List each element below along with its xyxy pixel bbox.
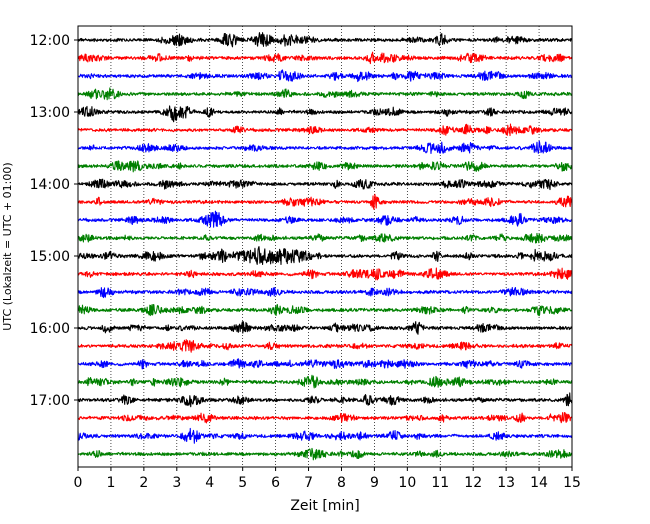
x-tick-label: 12 [464, 475, 482, 491]
seismic-trace-1215 [77, 51, 573, 65]
trace-layer [77, 32, 573, 461]
x-tick-label: 15 [563, 475, 581, 491]
seismic-trace-1545 [77, 303, 573, 317]
seismic-trace-1300 [77, 105, 573, 123]
y-tick-label: 17:00 [30, 393, 70, 409]
x-tick-label: 6 [271, 475, 280, 491]
seismic-trace-1315 [77, 123, 573, 137]
seismic-trace-1615 [77, 339, 573, 353]
seismic-trace-1430 [77, 210, 573, 228]
seismic-trace-1630 [77, 358, 573, 370]
seismic-trace-1400 [77, 178, 573, 191]
seismic-trace-1200 [77, 32, 573, 48]
x-tick-label: 5 [238, 475, 247, 491]
x-tick-label: 4 [205, 475, 214, 491]
y-tick-label: 13:00 [30, 105, 70, 121]
seismic-trace-1730 [77, 427, 573, 444]
seismic-trace-1715 [77, 411, 573, 424]
seismic-trace-1645 [77, 374, 573, 389]
seismic-trace-1700 [77, 392, 573, 408]
x-tick-label: 3 [172, 475, 181, 491]
x-tick-label: 2 [139, 475, 148, 491]
y-axis-label: UTC (Lokalzeit = UTC + 01:00) [1, 162, 14, 330]
x-tick-label: 10 [398, 475, 416, 491]
tick-layer: 0 1 2 3 4 5 6 7 8 9 10 11 12 13 14 1512:0013:0014:0015:… [30, 33, 581, 491]
seismic-trace-1445 [77, 232, 573, 244]
y-tick-label: 15:00 [30, 249, 70, 265]
seismic-trace-1230 [77, 69, 573, 83]
x-tick-label: 0 [74, 475, 83, 491]
seismic-trace-1745 [77, 447, 573, 461]
seismic-trace-1245 [77, 87, 573, 101]
seismic-trace-1600 [77, 321, 573, 335]
seismic-trace-1530 [77, 286, 573, 299]
y-tick-label: 16:00 [30, 321, 70, 337]
x-tick-label: 13 [497, 475, 515, 491]
seismic-trace-1345 [77, 160, 573, 173]
y-tick-label: 12:00 [30, 33, 70, 49]
seismic-trace-1515 [77, 267, 573, 281]
seismic-trace-1330 [77, 140, 573, 155]
y-tick-label: 14:00 [30, 177, 70, 193]
seismic-trace-1415 [77, 193, 573, 210]
x-tick-label: 1 [106, 475, 115, 491]
x-tick-label: 14 [530, 475, 548, 491]
seismic-trace-1500 [77, 246, 573, 266]
x-axis-label: Zeit [min] [290, 498, 359, 514]
x-tick-label: 11 [431, 475, 449, 491]
x-tick-label: 8 [337, 475, 346, 491]
x-tick-label: 7 [304, 475, 313, 491]
plot-frame [77, 25, 573, 468]
x-tick-label: 9 [370, 475, 379, 491]
